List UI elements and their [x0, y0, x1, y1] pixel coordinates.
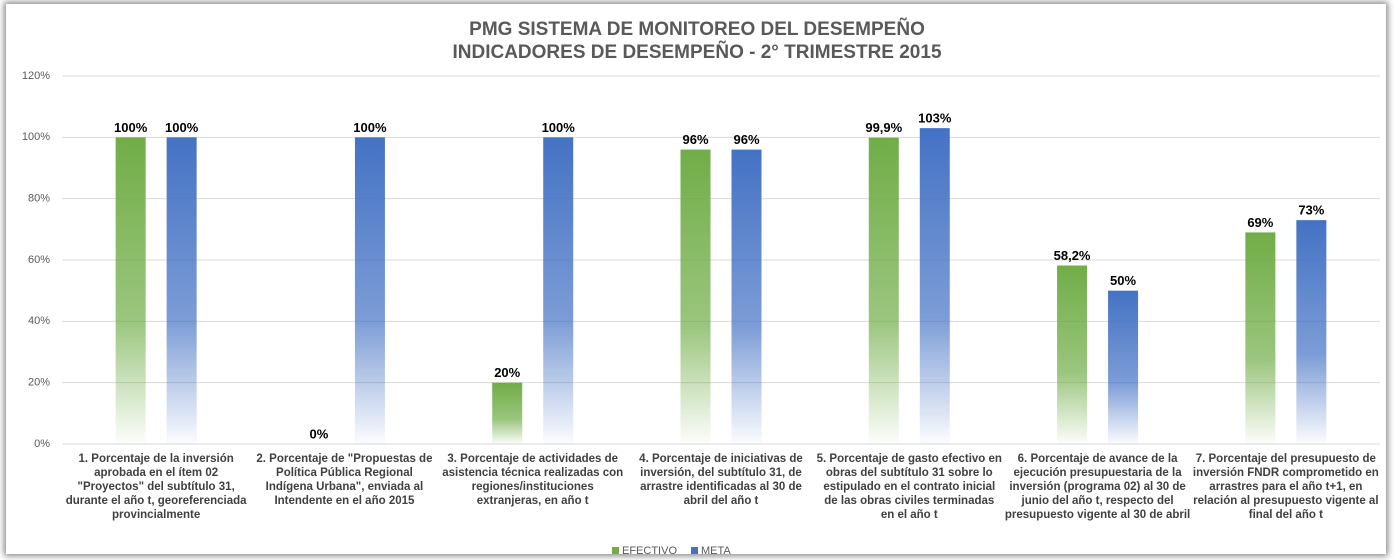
chart-title: PMG SISTEMA DE MONITOREO DEL DESEMPEÑO: [469, 18, 925, 40]
data-label: 58,2%: [1054, 248, 1091, 263]
bar: [680, 149, 711, 444]
x-tick-label: 3. Porcentaje de actividades de asistenc…: [442, 453, 624, 507]
bar: [115, 137, 146, 445]
bar: [1245, 232, 1276, 444]
x-tick-label: 7. Porcentaje del presupuesto de inversi…: [1192, 453, 1379, 521]
bar: [868, 137, 899, 444]
data-label: 0%: [310, 426, 329, 441]
y-tick-label: 120%: [22, 70, 50, 82]
legend-label: EFECTIVO: [622, 545, 677, 557]
data-label: 69%: [1247, 215, 1273, 230]
bar: [1296, 220, 1327, 444]
x-tick-label: 5. Porcentaje de gasto efectivo en obras…: [816, 453, 1002, 521]
legend-label: META: [701, 545, 731, 557]
y-tick-label: 0%: [34, 438, 50, 450]
bar: [1108, 290, 1139, 444]
data-label: 100%: [165, 120, 199, 135]
legend-swatch: [691, 547, 699, 554]
data-label: 50%: [1110, 273, 1136, 288]
y-tick-label: 20%: [28, 377, 50, 389]
data-label: 100%: [542, 120, 576, 135]
y-tick-label: 100%: [22, 131, 50, 143]
y-tick-label: 60%: [28, 254, 50, 266]
data-label: 20%: [494, 365, 520, 380]
x-tick-label: 4. Porcentaje de iniciativas de inversió…: [639, 453, 803, 507]
data-label: 96%: [682, 132, 708, 147]
data-label: 96%: [733, 132, 759, 147]
data-label: 99,9%: [865, 120, 902, 135]
bar: [1057, 265, 1088, 444]
y-tick-label: 80%: [28, 193, 50, 205]
bar: [543, 137, 574, 445]
data-label: 103%: [918, 111, 952, 126]
data-label: 73%: [1298, 203, 1324, 218]
data-label: 100%: [114, 120, 148, 135]
bar: [492, 382, 523, 444]
data-label: 100%: [353, 120, 387, 135]
y-tick-label: 40%: [28, 315, 50, 327]
bar: [166, 137, 197, 445]
x-tick-label: 2. Porcentaje de "Propuestas de Política…: [256, 453, 433, 507]
x-tick-label: 1. Porcentaje de la inversión aprobada e…: [65, 453, 247, 521]
bar: [354, 137, 385, 445]
bar: [731, 149, 762, 444]
chart-subtitle: INDICADORES DE DESEMPEÑO - 2° TRIMESTRE …: [452, 41, 941, 63]
x-tick-label: 6. Porcentaje de avance de la ejecución …: [1004, 453, 1191, 521]
legend-swatch: [612, 547, 619, 554]
bar: [919, 128, 950, 444]
